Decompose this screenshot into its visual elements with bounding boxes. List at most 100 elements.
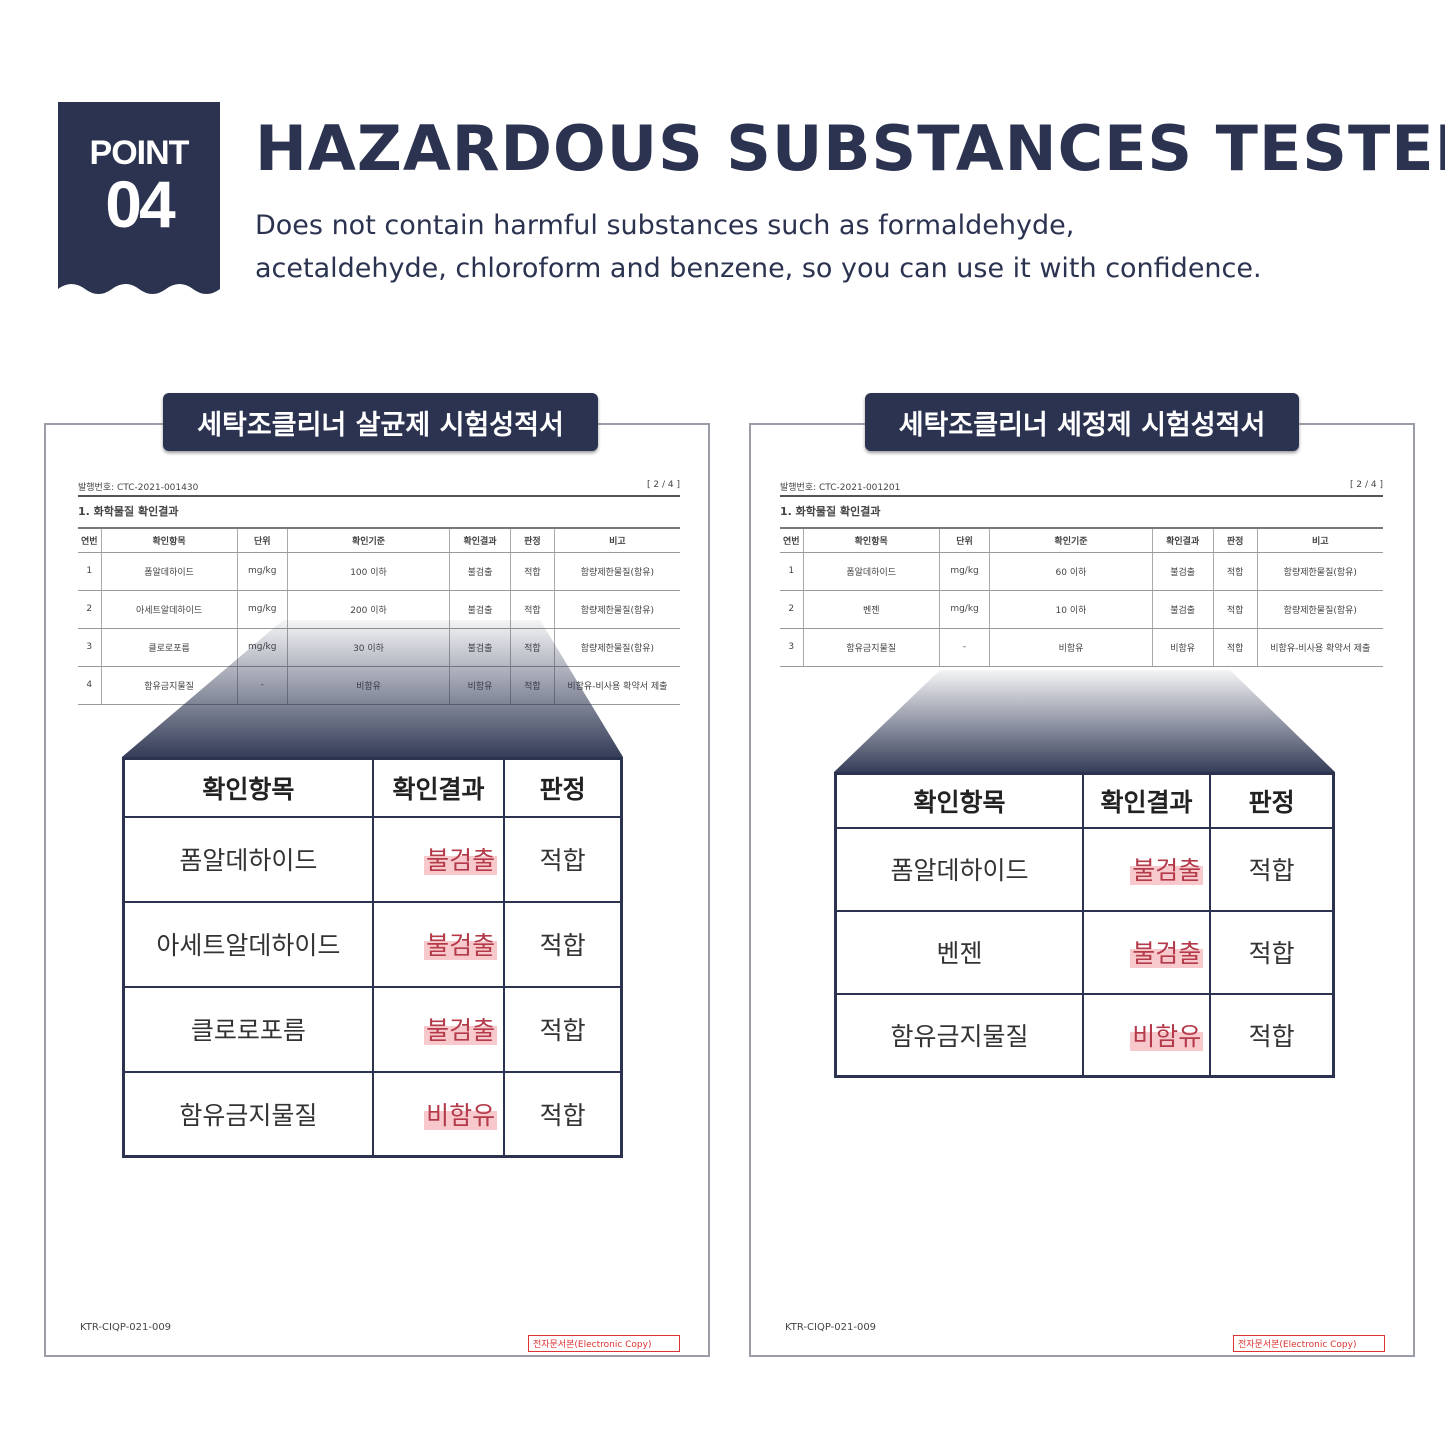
table-cell: 1: [780, 552, 804, 591]
report-table: 연번 확인항목 단위 확인기준 확인결과 판정 비고 1 폼알데하이드 mg/kg 60 이하 불검출…: [780, 527, 1383, 667]
column-header: 확인기준: [989, 528, 1153, 553]
table-cell: 4: [78, 666, 102, 705]
table-cell: 함량제한물질(함유): [553, 628, 680, 667]
zoomed-cell: 불검출: [1081, 909, 1212, 995]
zoomed-cell: 비함유: [371, 1070, 506, 1158]
zoomed-header-row: 확인항목 확인결과 판정: [122, 757, 623, 818]
table-cell: 클로로포름: [100, 628, 238, 667]
section-title: 1. 화학물질 확인결과: [780, 505, 881, 518]
zoomed-column-header: 확인항목: [834, 772, 1084, 829]
zoomed-cell: 적합: [503, 815, 623, 903]
table-cell: 2: [78, 590, 102, 629]
table-cell: mg/kg: [236, 552, 288, 591]
footer-code: KTR-CIQP-021-009: [785, 1322, 877, 1333]
result-highlight: 불검출: [1130, 939, 1204, 968]
table-cell: 함량제한물질(함유): [1256, 590, 1383, 629]
zoomed-cell: 적합: [1209, 826, 1335, 912]
table-cell: mg/kg: [938, 590, 990, 629]
subtitle-line: acetaldehyde, chloroform and benzene, so…: [255, 253, 1262, 284]
table-cell: 불검출: [449, 552, 511, 591]
zoomed-cell: 적합: [503, 1070, 623, 1158]
column-header: 판정: [1212, 528, 1258, 553]
zoomed-column-header: 확인결과: [1081, 772, 1212, 829]
electronic-copy-stamp: 전자문서본(Electronic Copy): [1233, 1335, 1385, 1352]
column-header: 연번: [78, 528, 102, 553]
document-number: 발행번호: CTC-2021-001201: [780, 483, 901, 493]
table-cell: 10 이하: [989, 590, 1153, 629]
table-cell: 함량제한물질(함유): [1256, 552, 1383, 591]
table-row: 1 폼알데하이드 mg/kg 60 이하 불검출 적합 함량제한물질(함유): [780, 552, 1383, 591]
table-cell: 1: [78, 552, 102, 591]
table-cell: 100 이하: [286, 552, 450, 591]
table-cell: 3: [780, 628, 804, 667]
table-row: 3 함유금지물질 - 비함유 비함유 적합 비함유-비사용 확약서 제출: [780, 628, 1383, 667]
result-highlight: 불검출: [424, 931, 498, 960]
badge-number: 04: [105, 167, 175, 241]
badge-label: POINT: [89, 134, 190, 172]
table-row: 2 벤젠 mg/kg 10 이하 불검출 적합 함량제한물질(함유): [780, 590, 1383, 629]
table-cell: 함량제한물질(함유): [553, 590, 680, 629]
zoomed-cell: 비함유: [1081, 992, 1212, 1078]
table-cell: 비함유-비사용 확약서 제출: [1256, 628, 1383, 667]
page-title: HAZARDOUS SUBSTANCES TESTED: [255, 112, 1445, 185]
page-indicator: [ 2 / 4 ]: [1350, 480, 1383, 490]
zoomed-cell: 폼알데하이드: [834, 826, 1084, 912]
table-cell: 함량제한물질(함유): [553, 552, 680, 591]
table-cell: 폼알데하이드: [100, 552, 238, 591]
result-highlight: 비함유: [424, 1100, 498, 1130]
zoomed-cell: 적합: [1209, 909, 1335, 995]
zoomed-cell: 적합: [503, 900, 623, 988]
report-heading: 세탁조클리너 세정제 시험성적서: [865, 393, 1299, 451]
zoomed-cell: 적합: [503, 985, 623, 1073]
electronic-copy-stamp: 전자문서본(Electronic Copy): [528, 1335, 680, 1352]
zoomed-cell: 적합: [1209, 992, 1335, 1078]
column-header: 단위: [938, 528, 990, 553]
zoomed-header-row: 확인항목 확인결과 판정: [834, 772, 1335, 829]
result-highlight: 불검출: [424, 846, 498, 875]
zoomed-result-table: 확인항목 확인결과 판정 폼알데하이드 불검출 적합 벤젠 불검출 적합 함유금지물질 비함유 적합: [834, 772, 1335, 1078]
zoomed-cell: 아세트알데하이드: [122, 900, 374, 988]
point-badge: POINT 04: [58, 102, 220, 299]
section-title: 1. 화학물질 확인결과: [78, 505, 179, 518]
column-header: 확인항목: [802, 528, 940, 553]
table-row: 1 폼알데하이드 mg/kg 100 이하 불검출 적합 함량제한물질(함유): [78, 552, 680, 591]
zoomed-cell: 폼알데하이드: [122, 815, 374, 903]
table-cell: 적합: [1212, 552, 1258, 591]
table-cell: 아세트알데하이드: [100, 590, 238, 629]
zoomed-cell: 불검출: [371, 815, 506, 903]
zoomed-cell: 불검출: [371, 900, 506, 988]
zoomed-row: 아세트알데하이드 불검출 적합: [122, 900, 623, 988]
table-cell: -: [938, 628, 990, 667]
column-header: 확인결과: [1151, 528, 1214, 553]
zoomed-row: 함유금지물질 비함유 적합: [122, 1070, 623, 1158]
result-highlight: 비함유: [1130, 1021, 1204, 1051]
column-header: 비고: [1256, 528, 1383, 553]
zoomed-row: 폼알데하이드 불검출 적합: [834, 826, 1335, 912]
zoomed-cell: 클로로포름: [122, 985, 374, 1073]
column-header: 판정: [509, 528, 555, 553]
zoomed-result-table: 확인항목 확인결과 판정 폼알데하이드 불검출 적합 아세트알데하이드 불검출 적합 클로로포름 불…: [122, 757, 623, 1158]
table-cell: 60 이하: [989, 552, 1153, 591]
zoomed-column-header: 판정: [1209, 772, 1335, 829]
column-header: 확인기준: [286, 528, 450, 553]
table-cell: 불검출: [1151, 552, 1214, 591]
table-header-row: 연번 확인항목 단위 확인기준 확인결과 판정 비고: [78, 528, 680, 553]
zoomed-row: 함유금지물질 비함유 적합: [834, 992, 1335, 1078]
zoomed-row: 벤젠 불검출 적합: [834, 909, 1335, 995]
zoomed-cell: 불검출: [1081, 826, 1212, 912]
zoomed-column-header: 판정: [503, 757, 623, 818]
table-cell: 비함유: [1151, 628, 1214, 667]
result-highlight: 불검출: [424, 1016, 498, 1045]
zoomed-row: 클로로포름 불검출 적합: [122, 985, 623, 1073]
table-cell: 비함유: [989, 628, 1153, 667]
subtitle-line: Does not contain harmful substances such…: [255, 210, 1075, 241]
column-header: 연번: [780, 528, 804, 553]
zoomed-cell: 벤젠: [834, 909, 1084, 995]
table-cell: 함유금지물질: [802, 628, 940, 667]
result-highlight: 불검출: [1130, 856, 1204, 885]
report-header: 발행번호: CTC-2021-001201 [ 2 / 4 ]: [780, 480, 1383, 497]
zoomed-cell: 함유금지물질: [122, 1070, 374, 1158]
footer-code: KTR-CIQP-021-009: [80, 1322, 172, 1333]
